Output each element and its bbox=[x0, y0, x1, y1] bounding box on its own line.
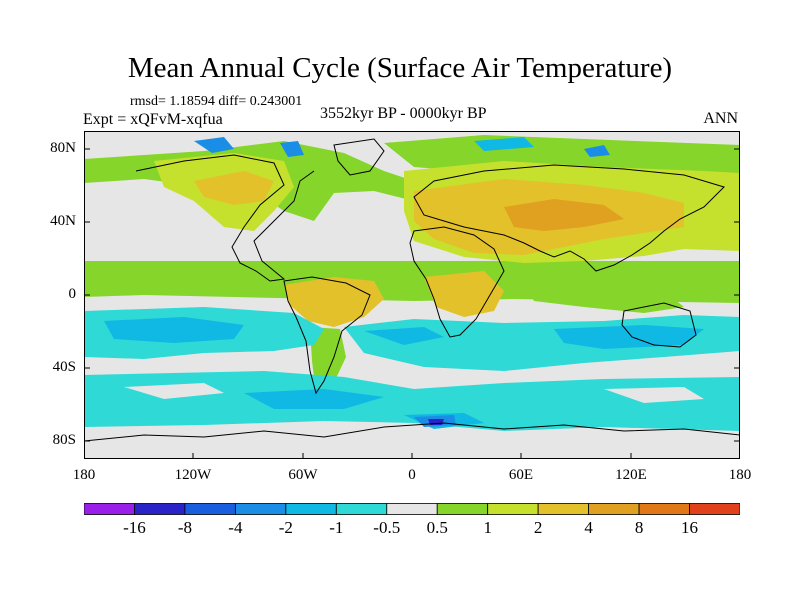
lat-tick-label: 80S bbox=[52, 432, 76, 448]
colorbar-box bbox=[487, 503, 539, 515]
lon-tick-label: 180 bbox=[728, 467, 752, 483]
axis-ticks bbox=[84, 148, 740, 459]
colorbar-box bbox=[285, 503, 337, 515]
lat-tick-label: 40S bbox=[52, 359, 76, 375]
lat-tick-label: 80N bbox=[50, 140, 76, 156]
colorbar-label: -8 bbox=[177, 518, 192, 537]
lon-tick-label: 180 bbox=[72, 467, 96, 483]
coastline-greenland bbox=[333, 138, 385, 176]
coastline-africa bbox=[409, 226, 505, 338]
lon-tick-label: 60E bbox=[508, 467, 534, 483]
colorbar-label: -4 bbox=[228, 518, 243, 537]
lon-tick-label: 0 bbox=[408, 467, 416, 483]
lon-tick-label: 120W bbox=[174, 467, 212, 483]
plot-title: Mean Annual Cycle (Surface Air Temperatu… bbox=[127, 52, 673, 84]
lon-tick-label: 120E bbox=[615, 467, 647, 483]
colorbar-label: -16 bbox=[123, 518, 146, 537]
anomaly-region bbox=[474, 137, 534, 151]
colorbar-label: -0.5 bbox=[373, 518, 401, 537]
colorbar-box bbox=[386, 503, 438, 515]
colorbar-label: 0.5 bbox=[426, 518, 448, 537]
colorbar-label: 1 bbox=[483, 518, 492, 537]
anomaly-region bbox=[194, 137, 234, 153]
colorbar-box bbox=[436, 503, 489, 515]
colorbar-label: 16 bbox=[681, 518, 699, 537]
stats-label: rmsd= 1.18594 diff= 0.243001 bbox=[130, 94, 303, 109]
anomaly-region bbox=[124, 383, 224, 399]
coastline-south-america bbox=[283, 276, 371, 395]
colorbar-box bbox=[184, 503, 236, 515]
colorbar bbox=[84, 503, 740, 515]
colorbar-box bbox=[638, 503, 690, 515]
colorbar-box bbox=[234, 503, 287, 515]
experiment-label: Expt = xQFvM-xqfua bbox=[83, 111, 223, 128]
colorbar-box bbox=[134, 503, 186, 515]
coastline-australia bbox=[621, 302, 697, 348]
colorbar-label: 4 bbox=[584, 518, 593, 537]
anomaly-region bbox=[84, 437, 740, 459]
colorbar-box bbox=[537, 503, 590, 515]
anomaly-region bbox=[584, 145, 610, 157]
colorbar-label: 2 bbox=[533, 518, 543, 537]
anomaly-region bbox=[244, 389, 384, 409]
colorbar-label: 8 bbox=[634, 518, 644, 537]
anomaly-region bbox=[524, 281, 684, 313]
anomaly-region bbox=[604, 387, 704, 403]
anomaly-region bbox=[504, 199, 624, 231]
anomaly-region bbox=[104, 317, 244, 343]
coastline-antarctica bbox=[84, 422, 740, 442]
coastline-eurasia bbox=[413, 164, 725, 272]
colorbar-box bbox=[588, 503, 640, 515]
anomaly-region bbox=[84, 371, 740, 431]
anomaly-region bbox=[554, 325, 704, 349]
anomaly-region bbox=[280, 141, 304, 157]
anomaly-region bbox=[364, 327, 444, 345]
colorbar-box bbox=[689, 503, 740, 515]
anomaly-region bbox=[194, 171, 274, 205]
colorbar-label: -2 bbox=[278, 518, 293, 537]
lat-tick-label: 40N bbox=[50, 213, 76, 229]
coastlines bbox=[84, 138, 740, 442]
colorbar-box bbox=[84, 503, 135, 515]
lon-tick-label: 60W bbox=[288, 467, 318, 483]
temperature-map bbox=[84, 131, 740, 459]
colorbar-box bbox=[335, 503, 388, 515]
season-label: ANN bbox=[703, 110, 738, 127]
period-label: 3552kyr BP - 0000kyr BP bbox=[320, 105, 487, 122]
lat-tick-label: 0 bbox=[68, 286, 77, 302]
coastline-north-america bbox=[135, 154, 315, 282]
colorbar-label: -1 bbox=[329, 518, 344, 537]
